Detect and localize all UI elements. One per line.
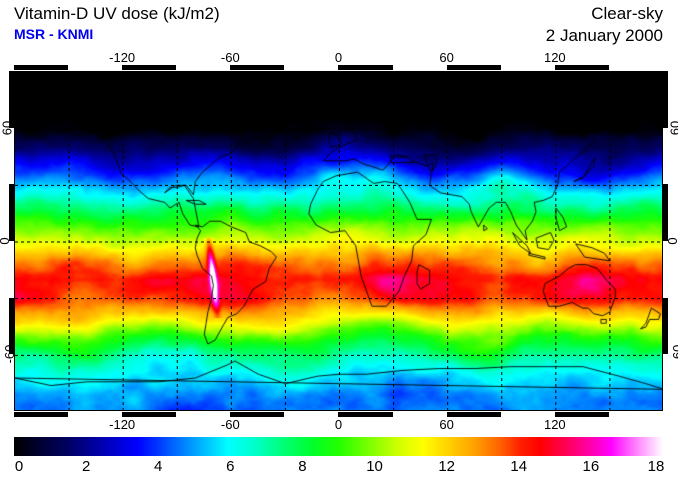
colorbar-tick-18: 18 — [647, 458, 665, 475]
lon-tick-120: 120 — [543, 50, 566, 65]
lat-tick-m60: -60 — [668, 344, 678, 364]
lat-tick-0: 0 — [0, 234, 12, 249]
colorbar-gradient — [14, 437, 663, 456]
lat-tick-60: 60 — [0, 120, 15, 135]
uv-dose-heatmap — [15, 72, 662, 410]
lon-tick-m60: -60 — [220, 50, 240, 65]
lon-tick-m120: -120 — [109, 50, 136, 65]
lon-tick-0: 0 — [334, 50, 343, 65]
axis-left — [9, 71, 14, 411]
lon-tick-120: 120 — [543, 417, 566, 432]
lat-tick-text: 60 — [0, 120, 15, 135]
lon-tick-0: 0 — [334, 417, 343, 432]
colorbar-tick-8: 8 — [298, 458, 307, 475]
lon-tick-60: 60 — [439, 50, 454, 65]
lon-tick-m60: -60 — [220, 417, 240, 432]
lat-tick-text: -60 — [1, 344, 17, 364]
axis-bottom — [14, 412, 663, 417]
lat-tick-text: -60 — [669, 344, 678, 364]
lat-tick-text: 0 — [665, 237, 678, 244]
colorbar-tick-12: 12 — [438, 458, 455, 475]
axis-top — [14, 65, 663, 70]
lat-tick-text: 0 — [0, 237, 12, 244]
colorbar — [14, 437, 663, 456]
lat-tick-text: 60 — [667, 120, 678, 135]
lon-tick-60: 60 — [439, 417, 454, 432]
lon-tick-m120: -120 — [109, 417, 136, 432]
map-plot-area — [14, 71, 663, 411]
colorbar-tick-14: 14 — [510, 458, 528, 475]
sky-condition-label: Clear-sky — [591, 4, 663, 23]
data-source-label: MSR - KNMI — [14, 26, 94, 42]
colorbar-tick-4: 4 — [154, 458, 163, 475]
date-label: 2 January 2000 — [545, 26, 663, 45]
lat-tick-0: 0 — [665, 234, 678, 249]
axis-right — [663, 71, 668, 411]
lat-tick-m60: -60 — [0, 345, 17, 364]
colorbar-tick-6: 6 — [226, 458, 235, 475]
colorbar-tick-16: 16 — [582, 458, 600, 475]
page-title: Vitamin-D UV dose (kJ/m2) — [14, 4, 220, 23]
colorbar-tick-2: 2 — [81, 458, 91, 475]
colorbar-tick-0: 0 — [14, 458, 24, 475]
lat-tick-60: 60 — [668, 120, 678, 135]
colorbar-tick-10: 10 — [366, 458, 383, 475]
